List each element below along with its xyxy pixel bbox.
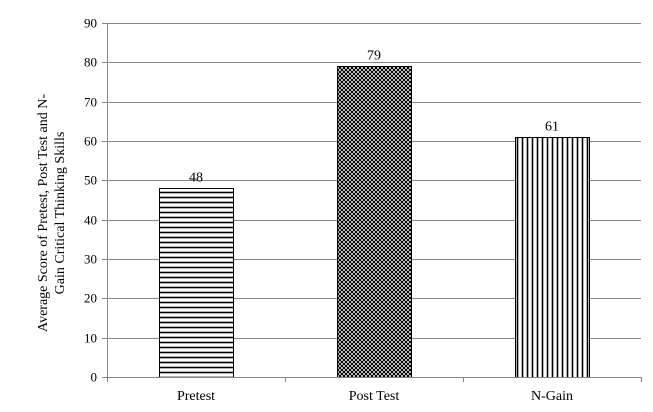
y-tick-labels: 0 10 20 30 40 50 60 70 80 90 bbox=[84, 16, 97, 385]
data-labels: 48 79 61 bbox=[189, 49, 559, 186]
bar-post-test bbox=[337, 66, 412, 378]
y-tick-label: 50 bbox=[84, 173, 97, 188]
x-tick-label: Pretest bbox=[177, 389, 215, 404]
bars bbox=[159, 66, 590, 378]
y-tick-label: 70 bbox=[84, 95, 97, 110]
y-axis-title: Average Score of Pretest, Post Test and … bbox=[36, 94, 68, 332]
y-tick-label: 0 bbox=[91, 370, 98, 385]
x-tick-labels: Pretest Post Test N-Gain bbox=[177, 389, 573, 404]
y-tick-label: 10 bbox=[84, 331, 97, 346]
x-tick-label: N-Gain bbox=[531, 389, 573, 404]
bar-n-gain bbox=[515, 137, 590, 378]
bar-pretest bbox=[159, 188, 234, 378]
y-tick-label: 30 bbox=[84, 252, 97, 267]
axes bbox=[102, 23, 642, 382]
y-tick-label: 80 bbox=[84, 55, 97, 70]
y-tick-label: 90 bbox=[84, 16, 97, 31]
y-axis-title-line-1: Average Score of Pretest, Post Test and … bbox=[36, 94, 51, 332]
x-tick-label: Post Test bbox=[349, 389, 400, 404]
y-axis-title-line-2: Gain Critical Thinking Skills bbox=[53, 132, 68, 295]
data-label: 79 bbox=[367, 49, 381, 64]
y-tick-label: 60 bbox=[84, 134, 97, 149]
data-label: 48 bbox=[189, 171, 203, 186]
y-tick-label: 40 bbox=[84, 213, 97, 228]
y-tick-label: 20 bbox=[84, 291, 97, 306]
data-label: 61 bbox=[545, 120, 559, 135]
